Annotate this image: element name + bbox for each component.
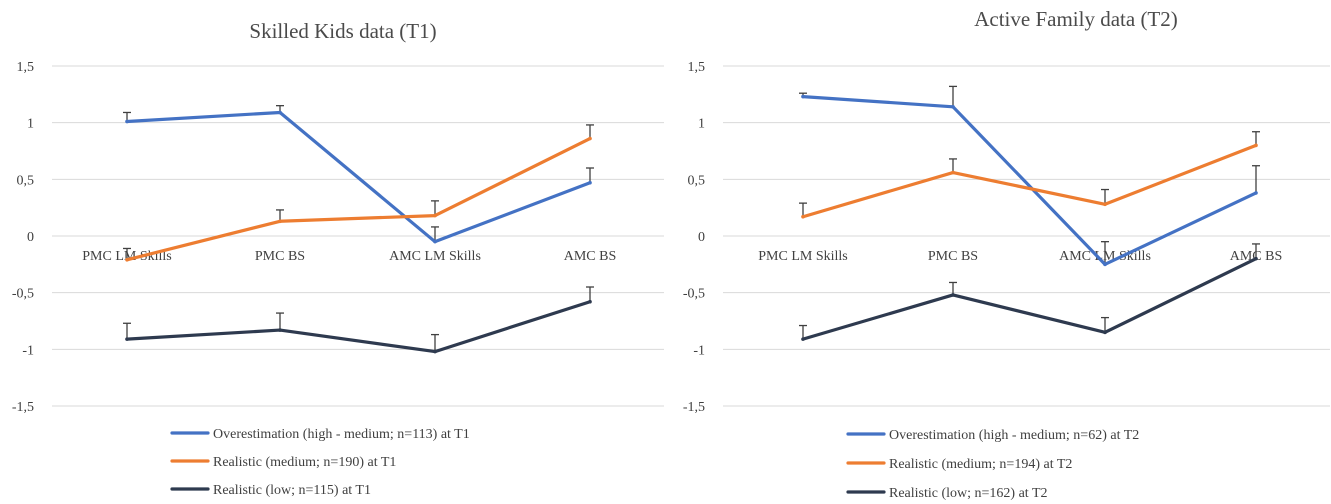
legend-label: Overestimation (high - medium; n=62) at … bbox=[889, 428, 1139, 443]
y-tick-label: -1 bbox=[22, 343, 34, 358]
legend-label: Realistic (low; n=162) at T2 bbox=[889, 486, 1048, 501]
y-tick-label: 0 bbox=[698, 230, 705, 245]
y-tick-label: 0,5 bbox=[17, 173, 35, 188]
legend-entry: Realistic (medium; n=194) at T2 bbox=[846, 457, 1072, 472]
data-point bbox=[951, 293, 955, 297]
data-point bbox=[125, 258, 129, 262]
y-tick-label: -1,5 bbox=[12, 400, 34, 415]
y-tick-label: -1,5 bbox=[683, 400, 705, 415]
legend-entry: Overestimation (high - medium; n=113) at… bbox=[170, 427, 470, 442]
data-point bbox=[1254, 191, 1258, 195]
data-point bbox=[125, 337, 129, 341]
series-line bbox=[125, 300, 592, 354]
chart-title: Skilled Kids data (T1) bbox=[249, 19, 436, 43]
y-tick-label: 1,5 bbox=[688, 60, 706, 75]
chart-2: Active Family data (T2) 1,5 1 0,5 0 -0,5 -1 -1,… bbox=[683, 7, 1330, 501]
data-point bbox=[801, 94, 805, 99]
y-tick-label: -0,5 bbox=[12, 287, 34, 302]
series-line bbox=[801, 143, 1258, 219]
legend-label: Realistic (medium; n=190) at T1 bbox=[213, 455, 396, 470]
y-tick-label: -0,5 bbox=[683, 287, 705, 302]
legend-entry: Realistic (low; n=115) at T1 bbox=[170, 483, 371, 498]
y-tick-label: 1 bbox=[27, 117, 34, 132]
data-point bbox=[433, 239, 437, 244]
series-1 bbox=[123, 105, 594, 244]
data-point bbox=[1103, 202, 1107, 207]
x-category-label: AMC LM Skills bbox=[389, 249, 481, 264]
y-tick-label: 0,5 bbox=[688, 173, 706, 188]
data-point bbox=[1254, 256, 1258, 261]
series-2 bbox=[799, 131, 1260, 219]
legend-entry: Realistic (low; n=162) at T2 bbox=[846, 486, 1048, 501]
series-3 bbox=[123, 286, 594, 354]
y-tick-label: 1,5 bbox=[17, 60, 35, 75]
chart-1: Skilled Kids data (T1) 1,5 1 0,5 0 -0,5 -1 -1,5… bbox=[12, 19, 664, 498]
legend-label: Realistic (medium; n=194) at T2 bbox=[889, 457, 1072, 472]
series-3 bbox=[799, 243, 1260, 341]
data-point bbox=[278, 328, 282, 332]
data-point bbox=[433, 213, 437, 218]
data-point bbox=[433, 349, 437, 354]
data-point bbox=[588, 180, 592, 185]
x-category-label: AMC BS bbox=[564, 249, 617, 264]
series-line bbox=[125, 110, 592, 244]
data-point bbox=[1103, 262, 1107, 267]
legend-entry: Overestimation (high - medium; n=62) at … bbox=[846, 428, 1139, 443]
series-line bbox=[125, 136, 592, 262]
y-tick-label: 0 bbox=[27, 230, 34, 245]
data-point bbox=[1103, 330, 1107, 335]
legend-label: Realistic (low; n=115) at T1 bbox=[213, 483, 371, 498]
series-1 bbox=[799, 85, 1260, 267]
data-point bbox=[278, 110, 282, 115]
series-line bbox=[801, 257, 1258, 341]
x-category-label: PMC BS bbox=[255, 249, 305, 264]
data-point bbox=[801, 214, 805, 219]
x-category-label: PMC LM Skills bbox=[758, 249, 847, 264]
chart-title: Active Family data (T2) bbox=[974, 7, 1178, 31]
data-point bbox=[588, 299, 592, 304]
series-line bbox=[801, 94, 1258, 266]
y-tick-label: 1 bbox=[698, 117, 705, 132]
data-point bbox=[801, 337, 805, 341]
x-category-label: PMC BS bbox=[928, 249, 978, 264]
legend-label: Overestimation (high - medium; n=113) at… bbox=[213, 427, 470, 442]
data-point bbox=[1254, 143, 1258, 148]
y-tick-label: -1 bbox=[693, 343, 705, 358]
data-point bbox=[278, 219, 282, 224]
data-point bbox=[588, 136, 592, 141]
legend-entry: Realistic (medium; n=190) at T1 bbox=[170, 455, 396, 470]
data-point bbox=[951, 170, 955, 175]
data-point bbox=[125, 119, 129, 124]
data-point bbox=[951, 105, 955, 109]
series-2 bbox=[123, 124, 594, 262]
